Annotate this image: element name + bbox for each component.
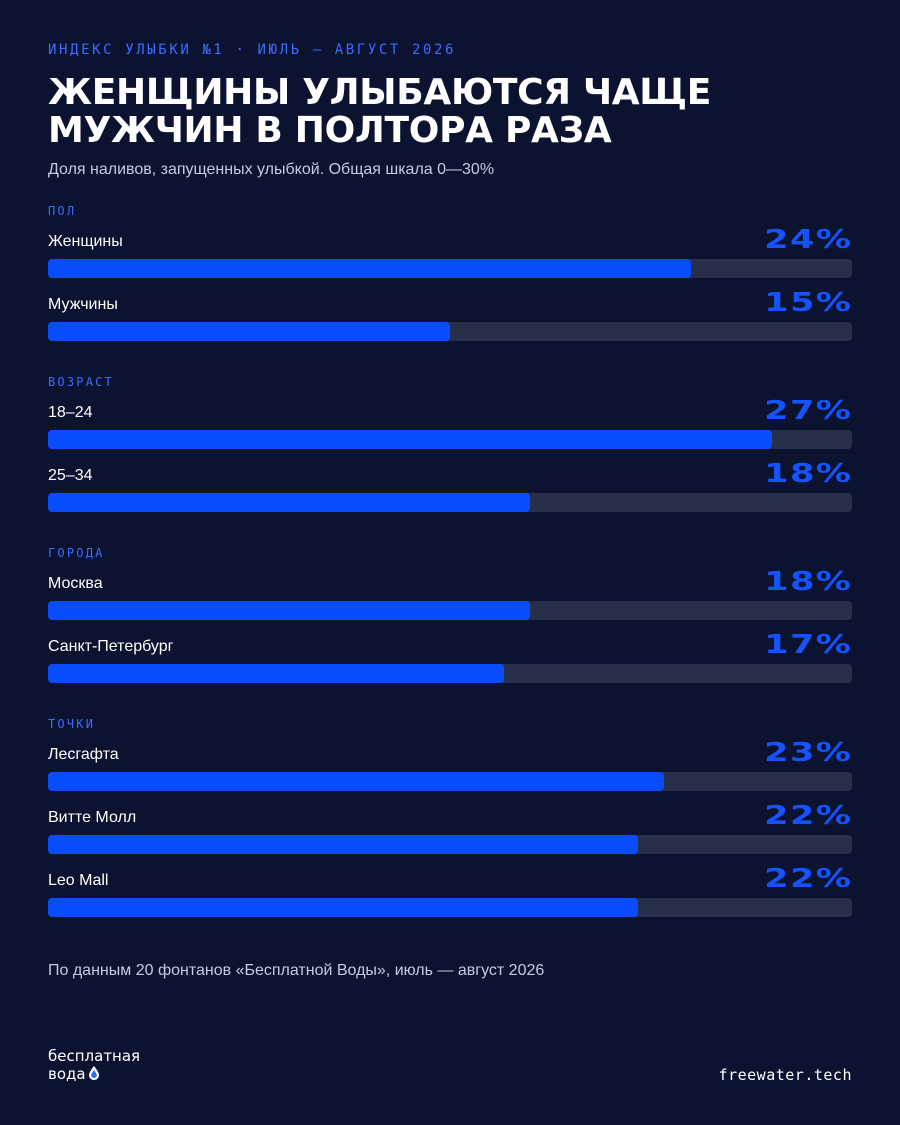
bar-track: [48, 772, 852, 791]
bar-fill: [48, 835, 638, 854]
section-label: ПОЛ: [48, 204, 77, 218]
bar-row: Лесгафта 23%: [48, 738, 852, 796]
bar-row: Москва 18%: [48, 567, 852, 625]
bar-fill: [48, 601, 531, 620]
bar-row: Мужчины 15%: [48, 288, 852, 346]
bar-label: Витте Молл: [48, 809, 137, 826]
bar-row: 18–24 27%: [48, 396, 852, 454]
bar-fill: [48, 493, 531, 512]
bar-track: [48, 259, 852, 278]
bar-fill: [48, 322, 450, 341]
water-drop-icon: [88, 1066, 99, 1084]
bar-track: [48, 493, 852, 512]
bar-fill: [48, 664, 504, 683]
section-label: ВОЗРАСТ: [48, 375, 114, 389]
bar-fill: [48, 259, 692, 278]
bar-fill: [48, 430, 772, 449]
bar-value-label: 27%: [763, 396, 852, 426]
bar-fill: [48, 772, 665, 791]
bar-track: [48, 898, 852, 917]
bar-label: Санкт-Петербург: [48, 638, 174, 655]
bar-label: Leo Mall: [48, 872, 109, 889]
bar-row: 25–34 18%: [48, 459, 852, 517]
page-title: Женщины улыбаются чаще мужчин в полтора …: [48, 72, 712, 151]
subtitle: Доля наливов, запущенных улыбкой. Общая …: [48, 161, 495, 178]
bar-value-label: 18%: [763, 459, 852, 489]
bar-row: Leo Mall 22%: [48, 864, 852, 922]
logo-line-1: бесплатная: [48, 1047, 141, 1065]
bar-row: Женщины 24%: [48, 225, 852, 283]
bar-value-label: 15%: [763, 288, 852, 318]
bar-label: Мужчины: [48, 296, 118, 313]
bar-label: Москва: [48, 575, 103, 592]
bar-row: Витте Молл 22%: [48, 801, 852, 859]
bar-track: [48, 322, 852, 341]
bar-value-label: 24%: [763, 225, 852, 255]
bar-track: [48, 601, 852, 620]
logo-line-2-wrap: вода: [48, 1065, 140, 1084]
section-label: ГОРОДА: [48, 546, 105, 560]
bar-track: [48, 835, 852, 854]
logo: бесплатная вода: [48, 1047, 140, 1084]
bar-value-label: 22%: [763, 864, 852, 894]
bar-label: 18–24: [48, 404, 93, 421]
logo-line-2: вода: [48, 1065, 86, 1083]
bar-label: Женщины: [48, 233, 123, 250]
footnote: По данным 20 фонтанов «Бесплатной Воды»,…: [48, 962, 545, 979]
site-link[interactable]: freewater.tech: [718, 1066, 852, 1084]
bar-row: Санкт-Петербург 17%: [48, 630, 852, 688]
kicker: ИНДЕКС УЛЫБКИ №1 · ИЮЛЬ — АВГУСТ 2026: [48, 42, 457, 58]
bar-value-label: 17%: [763, 630, 852, 660]
bar-track: [48, 664, 852, 683]
section-label: ТОЧКИ: [48, 717, 96, 731]
bar-label: Лесгафта: [48, 746, 119, 763]
bar-track: [48, 430, 852, 449]
bar-fill: [48, 898, 638, 917]
bar-label: 25–34: [48, 467, 93, 484]
bar-value-label: 23%: [763, 738, 852, 768]
bar-value-label: 22%: [763, 801, 852, 831]
bar-value-label: 18%: [763, 567, 852, 597]
